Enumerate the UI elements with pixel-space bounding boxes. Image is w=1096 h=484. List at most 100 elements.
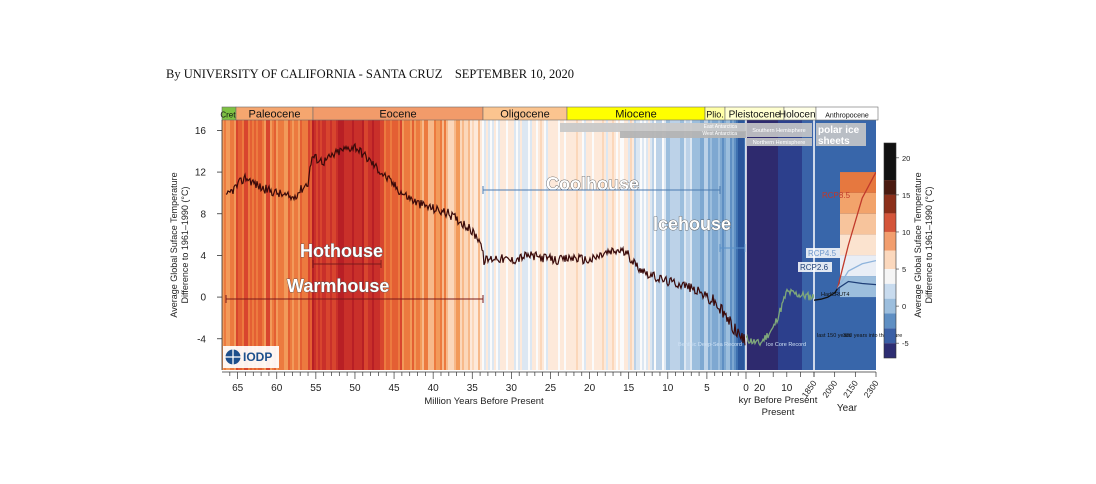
epoch-label: Anthropocene xyxy=(825,113,869,120)
color-stripe xyxy=(284,120,287,370)
color-stripe xyxy=(364,120,367,370)
color-stripe xyxy=(840,213,876,235)
colorbar-frame xyxy=(883,142,897,359)
color-stripe xyxy=(602,120,605,370)
color-stripe xyxy=(358,120,361,370)
x-tick-label: 10 xyxy=(781,383,793,394)
color-stripe xyxy=(266,120,269,370)
color-stripe xyxy=(754,120,757,370)
color-stripe xyxy=(626,120,629,370)
color-stripe xyxy=(546,120,549,370)
color-stripe xyxy=(738,120,741,370)
colorbar-tick-label: 20 xyxy=(902,154,910,163)
color-stripe xyxy=(270,120,273,370)
x-tick-label: 5 xyxy=(704,383,710,394)
color-stripe xyxy=(346,120,349,370)
color-stripe xyxy=(648,120,651,370)
color-stripe xyxy=(718,120,721,370)
color-stripe xyxy=(380,120,383,370)
color-stripe xyxy=(572,120,575,370)
colorbar-segment xyxy=(884,328,896,344)
color-stripe xyxy=(324,120,327,370)
color-stripe xyxy=(506,120,509,370)
label-box-rcp45 xyxy=(806,248,840,258)
color-stripe xyxy=(322,120,325,370)
color-stripe xyxy=(714,120,717,370)
epoch-label: Oligocene xyxy=(500,109,550,121)
x-tick-label: 20 xyxy=(584,383,596,394)
color-stripe xyxy=(704,120,707,370)
color-stripe xyxy=(716,120,719,370)
color-stripe xyxy=(786,120,789,370)
color-stripe xyxy=(686,120,689,370)
color-stripe xyxy=(476,120,479,370)
color-stripe xyxy=(388,120,391,370)
color-stripe xyxy=(516,120,519,370)
color-stripe xyxy=(352,120,355,370)
color-stripe xyxy=(720,120,723,370)
color-stripe xyxy=(794,120,797,370)
color-stripe xyxy=(366,120,369,370)
color-stripe xyxy=(250,120,253,370)
colorbar-tick-label: -5 xyxy=(902,339,909,348)
color-stripe xyxy=(796,120,799,370)
color-stripe xyxy=(782,120,785,370)
ice-label-east-antarctica: East Antarctica xyxy=(704,124,738,130)
epoch-label: Miocene xyxy=(615,109,657,121)
color-stripe xyxy=(454,120,457,370)
label-benthic-record: Benthic Deep-Sea Record xyxy=(678,342,742,348)
color-stripe xyxy=(414,120,417,370)
color-stripe xyxy=(470,120,473,370)
color-stripe xyxy=(468,120,471,370)
color-stripe xyxy=(278,120,281,370)
color-stripe xyxy=(808,120,811,370)
color-stripe xyxy=(298,120,301,370)
color-stripe xyxy=(636,120,639,370)
color-stripe xyxy=(748,120,751,370)
y-axis-label: Average Global Suface Temperature xyxy=(169,172,179,317)
color-stripe xyxy=(354,120,357,370)
color-stripe xyxy=(656,120,659,370)
color-stripe xyxy=(664,120,667,370)
color-stripe xyxy=(402,120,405,370)
x-tick-label: 35 xyxy=(467,383,479,394)
color-stripe xyxy=(228,120,231,370)
color-stripe xyxy=(330,120,333,370)
color-stripe xyxy=(680,120,683,370)
color-stripe xyxy=(246,120,249,370)
color-stripe xyxy=(304,120,307,370)
color-stripe xyxy=(624,120,627,370)
color-stripe xyxy=(500,120,503,370)
color-stripe xyxy=(434,120,437,370)
color-stripe xyxy=(776,120,779,370)
color-stripe xyxy=(374,120,377,370)
color-stripe xyxy=(436,120,439,370)
color-stripe xyxy=(350,120,353,370)
y-tick-label: 12 xyxy=(195,168,207,179)
color-stripe xyxy=(734,120,737,370)
color-stripe xyxy=(440,120,443,370)
color-stripe xyxy=(762,120,765,370)
color-stripe xyxy=(282,120,285,370)
color-stripe xyxy=(452,120,455,370)
ice-label-sheets: sheets xyxy=(818,136,850,147)
epoch-label: Plio. xyxy=(706,110,724,120)
color-stripe xyxy=(646,120,649,370)
colorbar-segment xyxy=(884,180,896,195)
color-stripe xyxy=(400,120,403,370)
color-stripe xyxy=(710,120,713,370)
color-stripe xyxy=(840,234,876,256)
x-axis-label-year: Year xyxy=(837,403,858,414)
color-stripe xyxy=(426,120,429,370)
color-stripe xyxy=(790,120,793,370)
color-stripe xyxy=(398,120,401,370)
color-stripe xyxy=(746,120,749,370)
color-stripe xyxy=(508,120,511,370)
color-stripe xyxy=(800,120,803,370)
color-stripe xyxy=(742,120,745,370)
color-stripe xyxy=(660,120,663,370)
logo-text: IODP xyxy=(243,350,272,364)
color-stripe xyxy=(438,120,441,370)
color-stripe xyxy=(802,120,805,370)
color-stripe xyxy=(658,120,661,370)
